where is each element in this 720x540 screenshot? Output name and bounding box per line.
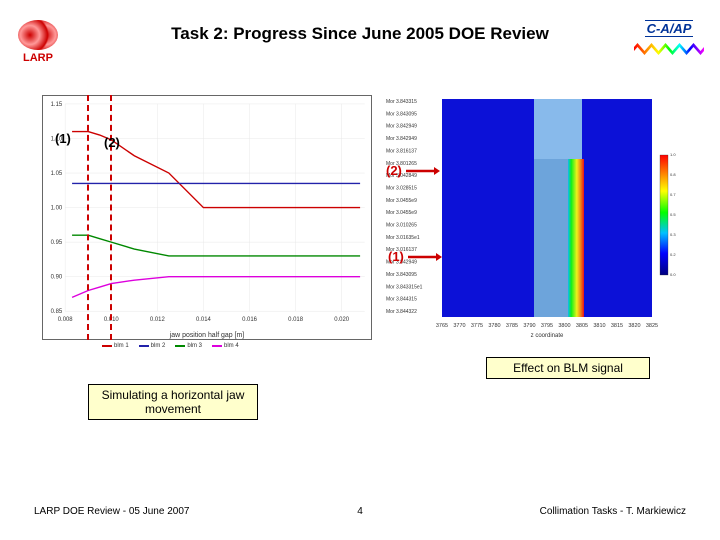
svg-text:0.012: 0.012 <box>150 317 165 323</box>
svg-text:3820: 3820 <box>628 323 640 329</box>
svg-text:1.00: 1.00 <box>51 206 63 212</box>
svg-text:1.0: 1.0 <box>670 152 676 157</box>
vline-1 <box>87 95 89 340</box>
footer-left: LARP DOE Review - 05 June 2007 <box>34 506 189 517</box>
svg-text:0.014: 0.014 <box>196 317 212 323</box>
svg-text:3810: 3810 <box>593 323 605 329</box>
annotation-2-right-label: (2) <box>386 163 402 178</box>
svg-text:3805: 3805 <box>576 323 588 329</box>
annotation-1-left: (1) <box>55 131 71 146</box>
svg-text:3765: 3765 <box>436 323 448 329</box>
svg-text:3800: 3800 <box>558 323 570 329</box>
svg-text:0.7: 0.7 <box>670 192 676 197</box>
svg-text:Mor 3.843095: Mor 3.843095 <box>386 272 417 278</box>
left-chart-svg: 0.0080.0100.0120.0140.0160.0180.020 0.85… <box>43 96 371 339</box>
annotation-2-left: (2) <box>104 135 120 150</box>
svg-text:z coordinate: z coordinate <box>531 333 564 339</box>
larp-logo-text: LARP <box>23 52 53 64</box>
svg-text:Mor 3.842949: Mor 3.842949 <box>386 124 417 130</box>
svg-text:0.020: 0.020 <box>334 317 350 323</box>
svg-text:0.5: 0.5 <box>670 212 676 217</box>
vline-2 <box>110 95 112 340</box>
svg-text:0.3: 0.3 <box>670 232 676 237</box>
svg-text:Mor 3.842949: Mor 3.842949 <box>386 136 417 142</box>
svg-text:0.016: 0.016 <box>242 317 258 323</box>
svg-text:3775: 3775 <box>471 323 483 329</box>
svg-text:Mor 3.843095: Mor 3.843095 <box>386 111 417 117</box>
svg-text:Mor 3.010265: Mor 3.010265 <box>386 223 417 229</box>
annotation-1-right-label: (1) <box>388 249 404 264</box>
svg-text:3790: 3790 <box>523 323 535 329</box>
svg-text:0.0: 0.0 <box>670 272 676 277</box>
svg-text:0.8: 0.8 <box>670 172 676 177</box>
svg-text:1.15: 1.15 <box>51 102 63 108</box>
footer: LARP DOE Review - 05 June 2007 4 Collima… <box>0 506 720 522</box>
svg-text:0.95: 0.95 <box>51 240 63 246</box>
svg-text:Mor 3.844315: Mor 3.844315 <box>386 297 417 303</box>
svg-text:3780: 3780 <box>488 323 500 329</box>
svg-text:Mor 3.844322: Mor 3.844322 <box>386 309 417 315</box>
svg-text:Mor 3.01635e1: Mor 3.01635e1 <box>386 235 420 241</box>
svg-text:Mor 3.0455e9: Mor 3.0455e9 <box>386 210 417 216</box>
svg-text:jaw position half gap [m]: jaw position half gap [m] <box>169 332 244 339</box>
svg-text:0.018: 0.018 <box>288 317 304 323</box>
svg-text:3825: 3825 <box>646 323 658 329</box>
svg-text:3770: 3770 <box>453 323 465 329</box>
caption-sim: Simulating a horizontal jaw movement <box>88 384 258 420</box>
caption-blm: Effect on BLM signal <box>486 357 650 379</box>
svg-text:3785: 3785 <box>506 323 518 329</box>
svg-text:Mor 3.843315e1: Mor 3.843315e1 <box>386 284 423 290</box>
svg-text:0.90: 0.90 <box>51 275 63 281</box>
arrow-icon <box>408 252 442 262</box>
footer-right: Collimation Tasks - T. Markiewicz <box>540 506 686 517</box>
svg-text:3815: 3815 <box>611 323 623 329</box>
left-chart-legend: blm 1blm 2blm 3blm 4 <box>102 343 239 349</box>
chart-area: 0.0080.0100.0120.0140.0160.0180.020 0.85… <box>42 95 682 357</box>
svg-text:0.2: 0.2 <box>670 252 676 257</box>
svg-text:3795: 3795 <box>541 323 553 329</box>
svg-text:1.05: 1.05 <box>51 171 63 177</box>
svg-text:0.85: 0.85 <box>51 309 63 315</box>
svg-text:Mor 3.843315: Mor 3.843315 <box>386 99 417 105</box>
right-chart-svg: Mor 3.843315 Mor 3.843095 Mor 3.842949 Mor … <box>382 95 682 340</box>
slide-header: Task 2: Progress Since June 2005 DOE Rev… <box>0 24 720 44</box>
svg-text:0.008: 0.008 <box>58 317 74 323</box>
svg-text:Mor 3.816137: Mor 3.816137 <box>386 148 417 154</box>
slide-title: Task 2: Progress Since June 2005 DOE Rev… <box>171 24 549 44</box>
svg-text:Mor 3.028515: Mor 3.028515 <box>386 185 417 191</box>
annotation-2-right: (2) <box>386 163 440 178</box>
arrow-icon <box>406 166 440 176</box>
annotation-1-right: (1) <box>388 249 442 264</box>
svg-text:Mor 3.0455e9: Mor 3.0455e9 <box>386 198 417 204</box>
right-heatmap: Mor 3.843315 Mor 3.843095 Mor 3.842949 Mor … <box>382 95 682 340</box>
footer-page-number: 4 <box>357 506 363 517</box>
left-line-chart: 0.0080.0100.0120.0140.0160.0180.020 0.85… <box>42 95 372 340</box>
